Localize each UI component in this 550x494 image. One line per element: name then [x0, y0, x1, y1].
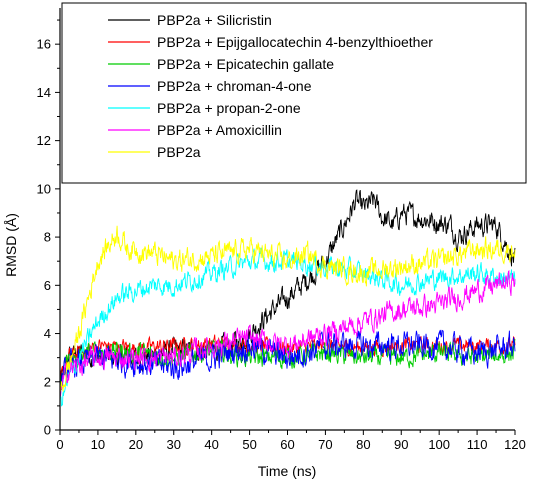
x-axis-title: Time (ns)	[258, 463, 317, 479]
legend-label-5: PBP2a + Amoxicillin	[157, 122, 282, 138]
series-line-5	[59, 269, 516, 397]
x-tick-label-0: 0	[56, 437, 63, 452]
y-tick-label-8: 16	[37, 37, 51, 52]
x-tick-label-9: 90	[394, 437, 408, 452]
legend-label-4: PBP2a + propan-2-one	[157, 100, 301, 116]
y-axis-title: RMSD (Å)	[3, 213, 19, 277]
x-tick-label-12: 120	[504, 437, 526, 452]
series-line-3	[59, 329, 516, 398]
x-tick-label-6: 60	[280, 437, 294, 452]
y-tick-label-6: 12	[37, 133, 51, 148]
y-tick-label-4: 8	[44, 230, 51, 245]
y-tick-label-7: 14	[37, 85, 51, 100]
y-tick-label-3: 6	[44, 278, 51, 293]
x-tick-label-10: 100	[428, 437, 450, 452]
x-tick-label-2: 20	[129, 437, 143, 452]
legend-label-6: PBP2a	[157, 144, 201, 160]
y-tick-label-1: 2	[44, 374, 51, 389]
x-tick-label-7: 70	[318, 437, 332, 452]
x-tick-label-1: 10	[91, 437, 105, 452]
legend-label-0: PBP2a + Silicristin	[157, 12, 272, 28]
y-tick-label-0: 0	[44, 423, 51, 438]
series-line-0	[59, 189, 516, 387]
x-tick-label-4: 40	[204, 437, 218, 452]
x-tick-label-11: 110	[467, 437, 488, 452]
x-tick-label-8: 80	[356, 437, 370, 452]
series-line-6	[59, 225, 516, 392]
series-line-2	[59, 337, 516, 390]
legend-label-2: PBP2a + Epicatechin gallate	[157, 56, 334, 72]
legend: PBP2a + Silicristin PBP2a + Epijgallocate…	[61, 2, 527, 184]
series-layer	[59, 189, 516, 407]
legend-box	[61, 2, 527, 184]
x-tick-label-3: 30	[167, 437, 181, 452]
y-tick-label-2: 4	[44, 326, 51, 341]
axes-layer: 0 10 20 30 40 50 60 70 80 90 100 110 120 0 2 4 6 8 10 12 14 1…	[37, 8, 526, 452]
series-line-4	[59, 247, 516, 407]
x-tick-label-5: 50	[242, 437, 256, 452]
legend-label-3: PBP2a + chroman-4-one	[157, 78, 312, 94]
y-tick-label-5: 10	[37, 181, 51, 196]
legend-label-1: PBP2a + Epijgallocatechin 4-benzylthioet…	[157, 34, 433, 50]
